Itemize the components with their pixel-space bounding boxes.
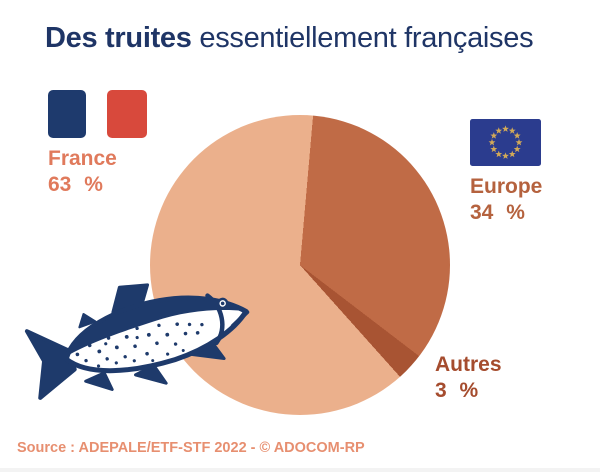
europe-value: 34 %	[470, 201, 525, 224]
title-regular: essentiellement françaises	[199, 22, 534, 54]
france-label: France 63 %	[48, 146, 117, 198]
pie-chart	[150, 115, 450, 415]
bottom-edge-strip	[0, 468, 600, 472]
europe-label: Europe 34 %	[470, 174, 542, 226]
autres-value: 3 %	[435, 379, 479, 402]
trout-illustration-icon	[24, 283, 250, 400]
eu-flag-icon	[470, 119, 541, 166]
france-value: 63 %	[48, 173, 103, 196]
page-title: Des truites essentiellement françaises	[45, 22, 534, 55]
autres-label: Autres 3 %	[435, 352, 502, 404]
france-name: France	[48, 147, 117, 170]
title-bold: Des truites	[45, 22, 192, 54]
flag-stripe-white	[86, 90, 107, 138]
french-flag-icon	[48, 90, 148, 138]
flag-stripe-blue	[48, 90, 86, 138]
autres-name: Autres	[435, 353, 502, 376]
europe-name: Europe	[470, 175, 543, 198]
flag-stripe-red	[107, 90, 147, 138]
source-text: Source : ADEPALE/ETF-STF 2022 - © ADOCOM…	[17, 440, 365, 456]
